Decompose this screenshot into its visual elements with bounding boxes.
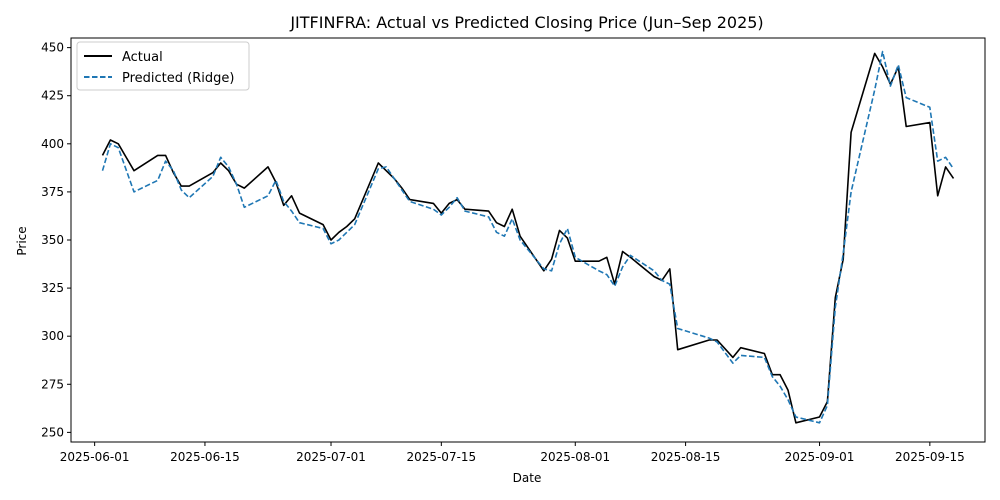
y-tick-label: 425 (41, 89, 64, 103)
legend-label-actual: Actual (122, 50, 163, 65)
x-tick-label: 2025-09-15 (895, 450, 965, 464)
y-tick-label: 300 (41, 329, 64, 343)
y-tick-label: 400 (41, 137, 64, 151)
y-tick-label: 275 (41, 377, 64, 391)
y-tick-label: 450 (41, 41, 64, 55)
y-axis-label: Price (15, 226, 29, 255)
series-line-actual (101, 52, 955, 424)
y-tick-label: 375 (41, 185, 64, 199)
x-tick-label: 2025-06-01 (60, 450, 130, 464)
y-tick-label: 325 (41, 281, 64, 295)
x-axis-label: Date (513, 471, 542, 485)
legend-label-predicted: Predicted (Ridge) (122, 71, 234, 86)
x-tick-label: 2025-08-15 (651, 450, 721, 464)
series-line-predicted (101, 50, 955, 424)
chart-title: JITFINFRA: Actual vs Predicted Closing P… (289, 13, 763, 32)
x-tick-label: 2025-08-01 (540, 450, 610, 464)
y-tick-label: 250 (41, 425, 64, 439)
x-tick-label: 2025-07-01 (296, 450, 366, 464)
y-tick-label: 350 (41, 233, 64, 247)
legend: Actual Predicted (Ridge) (76, 41, 250, 91)
series-layer (101, 50, 955, 424)
x-tick-label: 2025-07-15 (406, 450, 476, 464)
x-tick-label: 2025-09-01 (785, 450, 855, 464)
x-tick-label: 2025-06-15 (170, 450, 240, 464)
y-axis: 250 275 300 325 350 375 400 425 450 (41, 41, 71, 439)
x-axis: 2025-06-01 2025-06-15 2025-07-01 2025-07-15… (60, 442, 965, 464)
legend-box (76, 41, 250, 91)
